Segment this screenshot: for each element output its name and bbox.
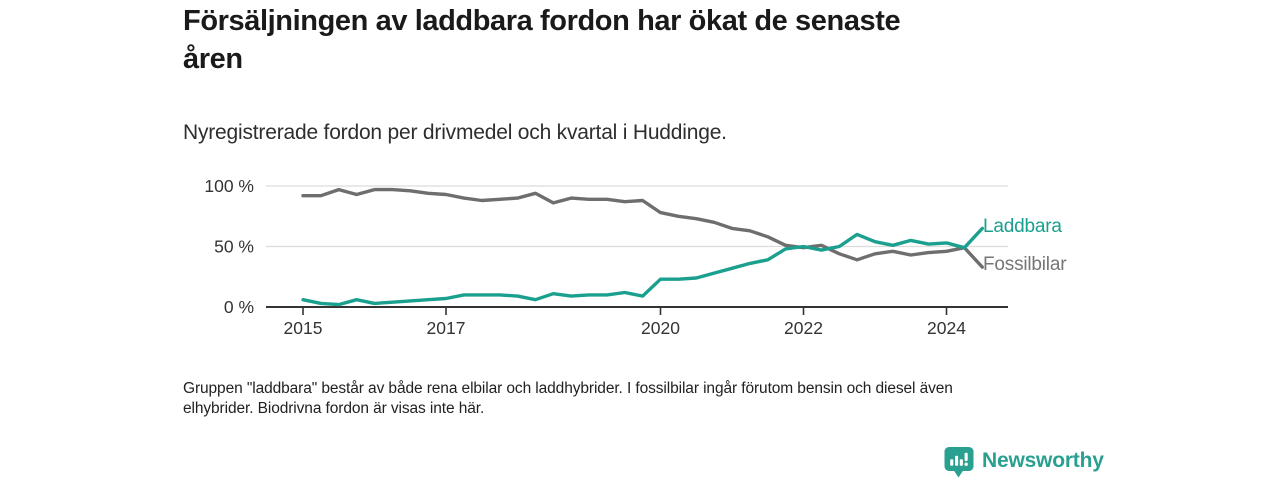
y-tick-label: 50 % [214,237,254,257]
x-tick-label: 2015 [284,318,323,338]
chart-footnote-line1: Gruppen "laddbara" består av både rena e… [183,380,953,397]
x-tick-label: 2024 [927,318,966,338]
newsworthy-logo: Newsworthy [944,446,1104,479]
newsworthy-logo-icon [944,447,974,478]
y-tick-label: 0 % [224,297,254,317]
newsworthy-logo-text: Newsworthy [982,448,1104,472]
page-title-line2: åren [183,43,243,75]
page-title-line1: Försäljningen av laddbara fordon har öka… [183,5,901,37]
page-title: Försäljningen av laddbara fordon har öka… [183,2,1083,78]
chart-footnote: Gruppen "laddbara" består av både rena e… [183,379,1083,418]
fossilbilar-line [301,187,984,269]
y-tick-label: 100 % [204,176,254,196]
x-tick-label: 2017 [427,318,466,338]
series-label-laddbara: Laddbara [983,216,1062,237]
x-tick-label: 2020 [641,318,680,338]
x-tick-label: 2022 [784,318,823,338]
series-label-fossilbilar: Fossilbilar [983,254,1067,275]
chart-subtitle: Nyregistrerade fordon per drivmedel och … [183,121,727,144]
laddbara-line [301,226,984,307]
chart-footnote-line2: elhybrider. Biodrivna fordon är visas in… [183,399,485,417]
